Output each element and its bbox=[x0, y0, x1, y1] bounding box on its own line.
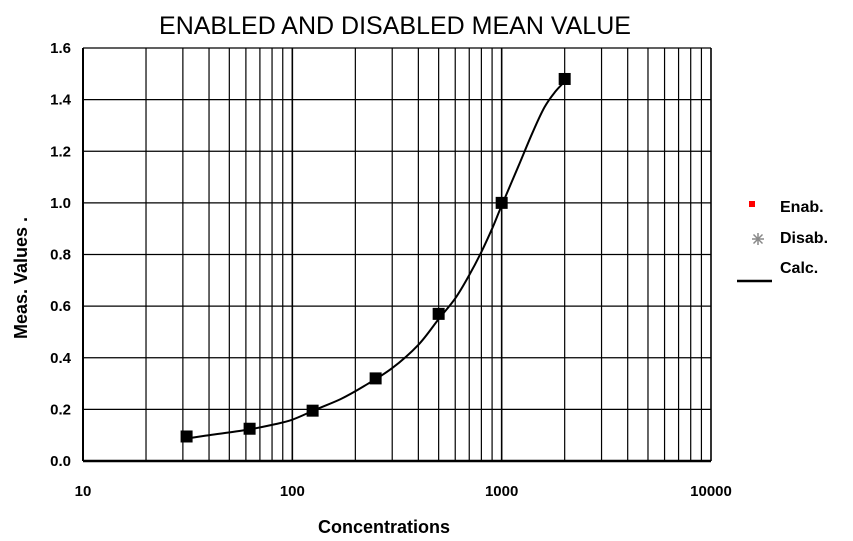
x-tick-label: 100 bbox=[280, 483, 305, 500]
data-point bbox=[243, 422, 256, 435]
y-tick-label: 1.2 bbox=[50, 143, 71, 160]
y-tick-label: 1.4 bbox=[50, 92, 72, 109]
data-point bbox=[369, 372, 382, 385]
y-tick-label: 1.0 bbox=[50, 195, 71, 212]
legend-label: Enab. bbox=[780, 199, 824, 216]
y-axis-label: Meas. Values . bbox=[11, 217, 31, 339]
calc-curve bbox=[182, 80, 566, 441]
legend-marker-disab bbox=[752, 233, 764, 245]
y-tick-label: 0.8 bbox=[50, 247, 71, 264]
y-tick-label: 1.6 bbox=[50, 40, 71, 57]
x-tick-label: 1000 bbox=[485, 483, 518, 500]
y-tick-label: 0.0 bbox=[50, 453, 71, 470]
data-point bbox=[495, 196, 508, 209]
plot-area bbox=[180, 72, 571, 443]
y-tick-label: 0.2 bbox=[50, 401, 71, 418]
y-axis-ticks: 0.0 0.2 0.4 0.6 0.8 1.0 1.2 1.4 1.6 bbox=[50, 40, 72, 470]
y-tick-label: 0.4 bbox=[50, 350, 72, 367]
data-point bbox=[432, 307, 445, 320]
legend-label: Calc. bbox=[780, 260, 818, 277]
data-point bbox=[180, 430, 193, 443]
x-tick-label: 10 bbox=[75, 483, 92, 500]
x-axis-ticks: 10 100 1000 10000 bbox=[75, 483, 732, 500]
grid bbox=[82, 47, 712, 463]
legend: Enab. Disab. Calc. bbox=[737, 199, 828, 283]
legend-marker-enab bbox=[749, 201, 755, 207]
data-point bbox=[306, 404, 319, 417]
x-tick-label: 10000 bbox=[690, 483, 732, 500]
x-axis-label: Concentrations bbox=[318, 517, 450, 537]
y-tick-label: 0.6 bbox=[50, 298, 71, 315]
data-point bbox=[558, 72, 571, 85]
legend-label: Disab. bbox=[780, 230, 828, 247]
chart-title: ENABLED AND DISABLED MEAN VALUE bbox=[159, 12, 631, 40]
